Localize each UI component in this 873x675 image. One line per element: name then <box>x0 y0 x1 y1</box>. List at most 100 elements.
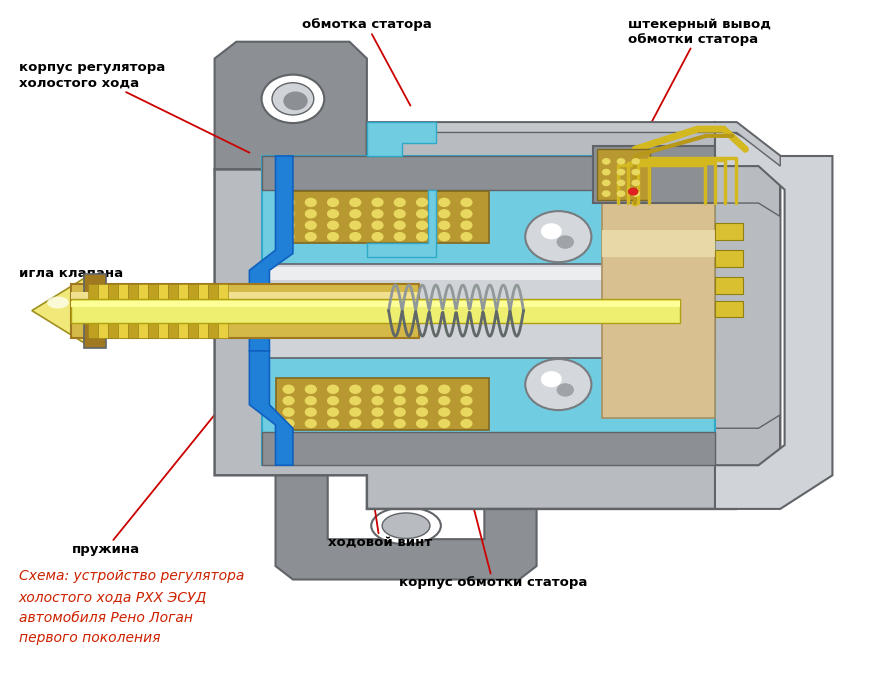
Circle shape <box>327 198 339 207</box>
Circle shape <box>349 408 361 417</box>
Text: штекерный вывод
обмотки статора: штекерный вывод обмотки статора <box>628 18 771 126</box>
Circle shape <box>460 221 472 230</box>
Polygon shape <box>250 351 293 465</box>
Bar <box>188 284 198 338</box>
Text: шариковый
подшипник: шариковый подшипник <box>597 364 732 449</box>
Ellipse shape <box>47 296 69 308</box>
Circle shape <box>394 408 406 417</box>
Bar <box>71 300 680 307</box>
Circle shape <box>305 385 317 394</box>
Circle shape <box>305 419 317 428</box>
Circle shape <box>305 209 317 219</box>
Circle shape <box>305 396 317 406</box>
Circle shape <box>349 198 361 207</box>
Circle shape <box>438 209 450 219</box>
Circle shape <box>460 209 472 219</box>
Bar <box>601 230 715 256</box>
Circle shape <box>601 158 610 165</box>
Bar <box>99 284 108 338</box>
Bar <box>118 284 128 338</box>
Bar <box>128 284 138 338</box>
Circle shape <box>460 198 472 207</box>
Circle shape <box>394 198 406 207</box>
Polygon shape <box>367 122 780 166</box>
Circle shape <box>371 209 383 219</box>
Polygon shape <box>276 472 537 580</box>
Circle shape <box>526 211 591 262</box>
Text: пружина: пружина <box>72 415 215 556</box>
Text: корпус регулятора
холостого хода: корпус регулятора холостого хода <box>19 61 250 153</box>
Circle shape <box>416 385 428 394</box>
Circle shape <box>283 408 295 417</box>
Circle shape <box>283 396 295 406</box>
Bar <box>276 191 489 244</box>
Circle shape <box>616 180 625 186</box>
Ellipse shape <box>284 92 307 110</box>
Ellipse shape <box>382 513 430 539</box>
Circle shape <box>416 209 428 219</box>
Bar <box>715 250 743 267</box>
Text: корпус обмотки статора: корпус обмотки статора <box>399 482 588 589</box>
Polygon shape <box>31 278 84 343</box>
Circle shape <box>631 180 640 186</box>
Bar <box>88 284 99 338</box>
Circle shape <box>460 396 472 406</box>
Bar <box>84 273 106 348</box>
Polygon shape <box>367 122 436 156</box>
Circle shape <box>394 209 406 219</box>
Circle shape <box>394 232 406 242</box>
Bar <box>178 284 188 338</box>
Bar <box>71 284 419 338</box>
Circle shape <box>394 396 406 406</box>
Circle shape <box>394 419 406 428</box>
Circle shape <box>394 221 406 230</box>
Bar <box>263 156 715 190</box>
Bar <box>138 284 148 338</box>
Bar <box>593 146 715 203</box>
Circle shape <box>327 232 339 242</box>
Circle shape <box>557 236 574 249</box>
Circle shape <box>371 385 383 394</box>
Bar <box>217 284 228 338</box>
Circle shape <box>631 158 640 165</box>
Circle shape <box>305 221 317 230</box>
Polygon shape <box>250 156 293 351</box>
Bar <box>263 263 715 358</box>
Circle shape <box>283 419 295 428</box>
Circle shape <box>631 169 640 176</box>
Circle shape <box>416 419 428 428</box>
Circle shape <box>616 190 625 197</box>
Circle shape <box>327 419 339 428</box>
Bar <box>108 284 118 338</box>
Bar <box>715 277 743 294</box>
Bar <box>601 203 715 418</box>
Bar <box>276 378 489 430</box>
Circle shape <box>601 180 610 186</box>
Polygon shape <box>715 203 780 428</box>
Circle shape <box>628 188 638 196</box>
Bar <box>168 284 178 338</box>
Bar <box>148 284 158 338</box>
Circle shape <box>283 385 295 394</box>
Circle shape <box>601 190 610 197</box>
Circle shape <box>349 385 361 394</box>
Circle shape <box>460 385 472 394</box>
Text: игла клапана: игла клапана <box>19 267 123 307</box>
Circle shape <box>283 209 295 219</box>
Circle shape <box>305 232 317 242</box>
Circle shape <box>283 221 295 230</box>
Circle shape <box>371 232 383 242</box>
Circle shape <box>616 158 625 165</box>
Circle shape <box>305 198 317 207</box>
Bar <box>71 298 680 323</box>
Circle shape <box>371 198 383 207</box>
Circle shape <box>601 169 610 176</box>
Circle shape <box>349 396 361 406</box>
Circle shape <box>327 221 339 230</box>
Circle shape <box>349 209 361 219</box>
Circle shape <box>438 221 450 230</box>
Circle shape <box>371 408 383 417</box>
Circle shape <box>371 221 383 230</box>
Circle shape <box>349 419 361 428</box>
Circle shape <box>327 209 339 219</box>
